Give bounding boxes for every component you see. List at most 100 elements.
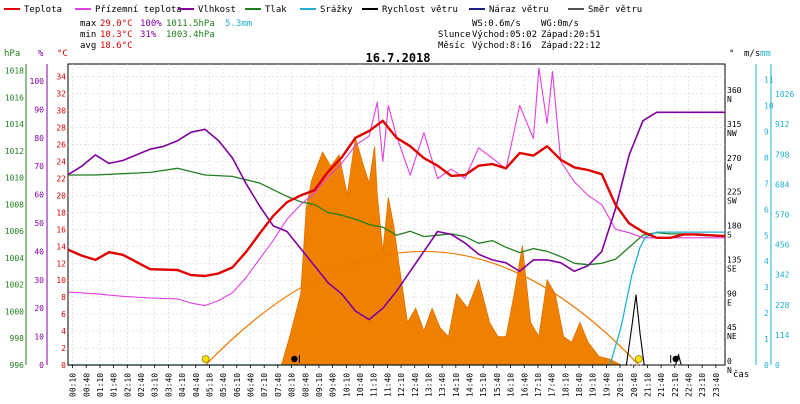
humidity-tick-label: 50 <box>34 219 44 228</box>
x-tick-label: 16:10 <box>507 373 516 397</box>
humidity-tick-label: 10 <box>34 333 44 342</box>
sun-label: Slunce <box>438 30 471 40</box>
plot-series <box>67 67 726 366</box>
temperature-tick-label: 14 <box>56 242 66 251</box>
x-tick-label: 19:40 <box>602 373 611 397</box>
x-tick-label: 09:40 <box>329 373 338 397</box>
rain-tick-label: 114 <box>775 331 790 340</box>
legend-label-prizemni-teplota: Přízemní teplota <box>95 5 182 15</box>
stats-min-pres: 1003.4hPa <box>166 30 215 40</box>
left-axes: 9969981000100210041006100810101012101410… <box>5 64 66 370</box>
wind-speed-tick-label: 8 <box>764 153 769 162</box>
x-tick-label: 12:10 <box>397 373 406 397</box>
moonset-marker <box>672 355 679 363</box>
direction-tick-label: 315 <box>727 120 742 129</box>
humidity-tick-label: 40 <box>34 247 44 256</box>
x-tick-label: 05:10 <box>205 373 214 397</box>
direction-tick-label: 135 <box>727 255 742 264</box>
rain-tick-label: 0 <box>775 361 780 370</box>
x-tick-label: 17:40 <box>548 373 557 397</box>
temperature-tick-label: 12 <box>56 259 66 268</box>
humidity-tick-label: 80 <box>34 134 44 143</box>
direction-tick-label: 270 <box>727 154 742 163</box>
x-tick-label: 15:10 <box>479 373 488 397</box>
unit-labels: hPa % °C ° m/s mm čas <box>4 49 771 380</box>
unit-mm: mm <box>760 49 771 59</box>
legend-label-naraz-vetru: Náraz větru <box>489 5 549 15</box>
sunset-info: Západ:20:51 <box>541 30 601 40</box>
wind-speed-tick-label: 3 <box>764 283 769 292</box>
pressure-line <box>68 167 726 266</box>
stats-min-label: min <box>80 30 96 40</box>
stats-min-temp: 10.3°C <box>100 30 133 40</box>
legend-label-smer-vetru: Směr větru <box>588 5 642 15</box>
pressure-tick-label: 1018 <box>5 67 24 76</box>
info-block: WS:0.6m/s WG:0m/s Slunce Východ:05:02 Zá… <box>438 19 601 51</box>
x-tick-label: 00:40 <box>82 373 91 397</box>
wind-speed-tick-label: 5 <box>764 231 769 240</box>
humidity-tick-label: 30 <box>34 276 44 285</box>
pressure-tick-label: 1002 <box>5 281 24 290</box>
wind-speed-tick-label: 0 <box>764 361 769 370</box>
unit-pct: % <box>38 49 44 59</box>
unit-degc: °C <box>57 49 68 59</box>
solar-radiation-area <box>280 137 622 366</box>
direction-tick-label: W <box>727 163 732 172</box>
stats-min-hum: 31% <box>140 30 157 40</box>
rain-line <box>68 231 725 366</box>
temperature-tick-label: 0 <box>61 361 66 370</box>
direction-tick-label: 360 <box>727 86 742 95</box>
direction-tick-label: SW <box>727 197 737 206</box>
moonrise-marker <box>291 355 298 363</box>
direction-tick-label: NW <box>727 129 737 138</box>
direction-tick-label: 90 <box>727 289 737 298</box>
x-tick-label: 22:40 <box>685 373 694 397</box>
wind-speed-tick-label: 10 <box>764 102 774 111</box>
temperature-line <box>67 119 726 278</box>
x-tick-label: 06:40 <box>247 373 256 397</box>
unit-ms: m/s <box>744 49 760 59</box>
wind-speed-tick-label: 1 <box>764 335 769 344</box>
x-tick-label: 13:40 <box>438 373 447 397</box>
wind-speed-tick-label: 9 <box>764 127 769 136</box>
stats-max-temp: 29.0°C <box>100 19 133 29</box>
x-tick-label: 16:40 <box>520 373 529 397</box>
x-tick-label: 02:40 <box>137 373 146 397</box>
humidity-tick-label: 100 <box>30 77 45 86</box>
x-tick-label: 01:10 <box>96 373 105 397</box>
unit-deg: ° <box>729 49 734 59</box>
sunrise-marker <box>201 355 210 363</box>
x-tick-label: 05:40 <box>219 373 228 397</box>
chart-date-title: 16.7.2018 <box>365 51 430 65</box>
x-tick-label: 03:40 <box>164 373 173 397</box>
temperature-tick-label: 16 <box>56 225 66 234</box>
x-tick-label: 21:10 <box>643 373 652 397</box>
temperature-tick-label: 18 <box>56 208 66 217</box>
humidity-line <box>67 111 725 321</box>
pressure-tick-label: 1006 <box>5 227 24 236</box>
x-tick-label: 17:10 <box>534 373 543 397</box>
x-tick-label: 11:40 <box>383 373 392 397</box>
x-tick-label: 14:10 <box>452 373 461 397</box>
rain-tick-label: 570 <box>775 211 790 220</box>
x-tick-label: 07:40 <box>274 373 283 397</box>
wind-speed-info: WS:0.6m/s <box>472 19 521 29</box>
x-axis: 00:10 00:40 01:10 01:40 02:10 02:40 03:10 03:40… <box>69 365 721 397</box>
x-tick-label: 02:10 <box>123 373 132 397</box>
temperature-tick-label: 20 <box>56 191 66 200</box>
rain-tick-label: 342 <box>775 271 790 280</box>
rain-tick-label: 798 <box>775 150 790 159</box>
x-tick-label: 23:40 <box>712 373 721 397</box>
direction-tick-label: E <box>727 298 732 307</box>
rain-tick-label: 684 <box>775 180 790 189</box>
x-tick-label: 04:40 <box>192 373 201 397</box>
rain-tick-label: 228 <box>775 301 790 310</box>
pressure-tick-label: 1008 <box>5 200 24 209</box>
wind-speed-tick-label: 11 <box>764 76 774 85</box>
x-tick-label: 19:10 <box>589 373 598 397</box>
humidity-tick-label: 90 <box>34 105 44 114</box>
stats-max-hum: 100% <box>140 19 162 29</box>
wind-speed-tick-label: 6 <box>764 205 769 214</box>
rain-tick-label: 1026 <box>775 90 794 99</box>
temperature-tick-label: 2 <box>61 344 66 353</box>
